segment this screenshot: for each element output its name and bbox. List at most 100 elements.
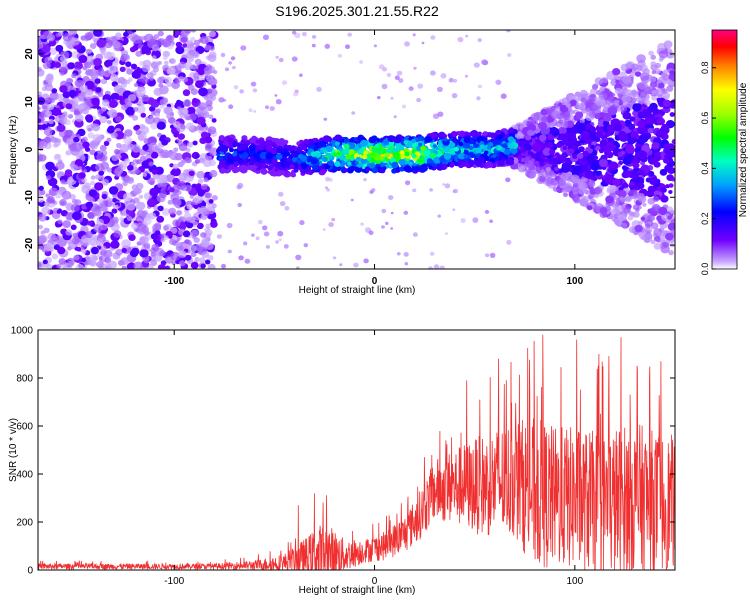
heatmap-cell [115, 116, 123, 123]
heatmap-cell [643, 86, 653, 95]
heatmap-cell [286, 145, 294, 152]
heatmap-cell [610, 92, 616, 98]
heatmap-cell [154, 112, 161, 118]
heatmap-cell [658, 49, 669, 59]
heatmap-cell [629, 71, 636, 77]
heatmap-cell [476, 96, 481, 101]
heatmap-cell [299, 73, 303, 77]
heatmap-cell [177, 107, 187, 117]
heatmap-cell [586, 155, 595, 163]
heatmap-cell [452, 136, 457, 141]
heatmap-cell [495, 79, 502, 85]
heatmap-cell [645, 229, 651, 235]
heatmap-cell [359, 60, 363, 64]
spectrogram-cells [38, 30, 675, 269]
heatmap-cell [659, 168, 668, 176]
heatmap-cell [81, 249, 87, 255]
heatmap-cell [589, 88, 599, 96]
heatmap-cell [333, 167, 338, 172]
heatmap-cell [388, 195, 394, 200]
heatmap-cell [135, 215, 145, 224]
heatmap-cell [575, 111, 584, 119]
heatmap-cell [222, 145, 227, 149]
heatmap-cell [637, 182, 645, 190]
heatmap-cell [662, 241, 669, 248]
heatmap-cell [658, 206, 668, 216]
heatmap-cell [110, 92, 120, 102]
heatmap-cell [653, 236, 659, 241]
heatmap-cell [126, 263, 134, 269]
heatmap-cell [653, 228, 663, 237]
heatmap-cell [585, 101, 591, 106]
heatmap-cell [133, 107, 139, 112]
heatmap-cell [68, 30, 77, 35]
heatmap-cell [337, 53, 342, 58]
heatmap-cell [517, 165, 525, 173]
heatmap-cell [99, 144, 107, 152]
heatmap-cell [665, 232, 674, 241]
heatmap-cell [197, 257, 202, 262]
heatmap-cell [325, 176, 330, 182]
heatmap-cell [52, 108, 62, 117]
heatmap-cell [228, 104, 234, 109]
heatmap-cell [51, 253, 58, 260]
y-tick-label: -10 [24, 190, 35, 205]
heatmap-cell [131, 63, 137, 69]
heatmap-cell [121, 248, 128, 253]
heatmap-cell [275, 153, 283, 160]
heatmap-cell [186, 204, 193, 210]
heatmap-cell [455, 139, 461, 144]
heatmap-cell [398, 146, 405, 152]
heatmap-cell [636, 82, 643, 89]
heatmap-cell [349, 138, 354, 142]
heatmap-cell [125, 61, 132, 67]
heatmap-cell [598, 148, 605, 154]
heatmap-cell [525, 156, 531, 162]
heatmap-cell [545, 167, 551, 172]
heatmap-cell [613, 140, 618, 145]
heatmap-cell [347, 161, 352, 165]
heatmap-cell [505, 160, 511, 165]
heatmap-cell [91, 97, 100, 106]
heatmap-cell [237, 202, 242, 208]
heatmap-cell [442, 183, 445, 186]
heatmap-cell [647, 170, 655, 177]
heatmap-cell [608, 161, 619, 171]
heatmap-cell [275, 55, 279, 59]
heatmap-cell [64, 119, 71, 126]
spectrogram-y-ticks: -20 -10 0 10 20 [24, 48, 675, 252]
heatmap-cell [593, 186, 603, 195]
heatmap-cell [219, 135, 225, 141]
heatmap-cell [121, 265, 127, 269]
heatmap-cell [520, 157, 527, 163]
heatmap-cell [106, 120, 112, 125]
heatmap-cell [453, 146, 459, 152]
heatmap-cell [607, 106, 618, 116]
heatmap-cell [89, 142, 96, 149]
heatmap-cell [158, 175, 168, 184]
heatmap-cell [560, 127, 567, 134]
heatmap-cell [188, 170, 195, 176]
heatmap-cell [124, 129, 133, 137]
heatmap-cell [263, 231, 270, 237]
heatmap-cell [656, 117, 666, 126]
heatmap-cell [649, 102, 658, 111]
heatmap-cell [149, 180, 155, 186]
heatmap-cell [347, 142, 356, 150]
heatmap-cell [632, 103, 642, 112]
heatmap-cell [151, 243, 160, 251]
heatmap-cell [625, 62, 634, 70]
heatmap-cell [211, 203, 217, 209]
heatmap-cell [468, 145, 474, 150]
heatmap-cell [70, 224, 77, 231]
heatmap-cell [193, 237, 200, 244]
heatmap-cell [371, 135, 378, 142]
heatmap-cell [469, 131, 475, 137]
heatmap-cell [120, 78, 128, 85]
heatmap-cell [315, 152, 321, 158]
heatmap-cell [150, 259, 158, 266]
heatmap-cell [141, 44, 152, 54]
heatmap-cell [411, 153, 417, 159]
heatmap-cell [421, 41, 425, 45]
heatmap-cell [97, 108, 104, 115]
